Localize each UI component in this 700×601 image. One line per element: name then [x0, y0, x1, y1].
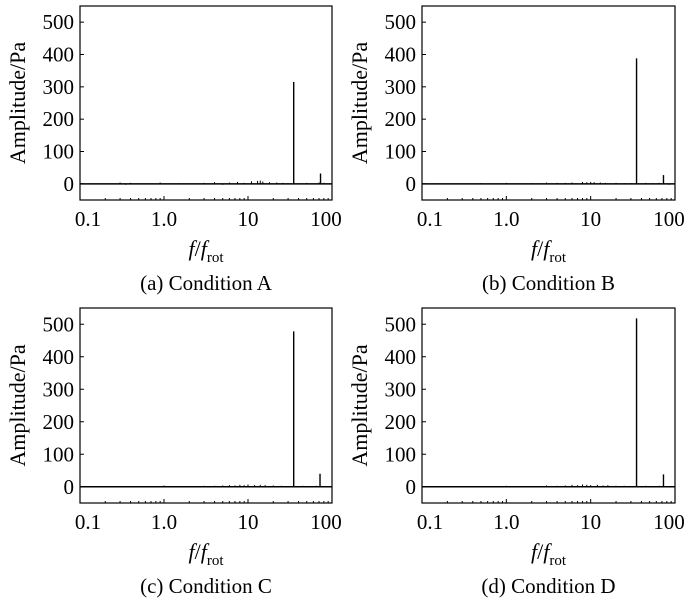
x-axis-title: f/frot: [188, 539, 224, 569]
x-tick-label: 1.0: [151, 510, 177, 534]
x-axis-title-numerator: f: [188, 539, 197, 564]
x-tick-label: 10: [238, 207, 259, 231]
x-tick-label: 0.1: [417, 510, 443, 534]
y-axis-title: Amplitude/Pa: [347, 42, 372, 164]
chart-panel-0: 0 100 200 300 400 500 0.1 1.0 10 100 Amplitude/Pa f…: [5, 5, 342, 295]
x-tick-label: 10: [238, 510, 259, 534]
y-tick-label: 500: [385, 312, 417, 336]
x-tick-label: 1.0: [493, 207, 519, 231]
x-axis-title: f/frot: [531, 236, 567, 266]
x-axis-title-slash: /: [195, 236, 202, 261]
x-tick-label: 0.1: [75, 510, 101, 534]
y-tick-label: 200: [385, 410, 417, 434]
y-tick-label: 0: [406, 172, 417, 196]
chart-panel-2: 0 100 200 300 400 500 0.1 1.0 10 100 Amplitude/Pa f…: [5, 307, 342, 598]
plot-frame: [421, 5, 676, 201]
y-tick-label: 300: [43, 377, 75, 401]
x-axis-title-subscript: rot: [207, 250, 224, 266]
x-axis-title: f/frot: [188, 236, 224, 266]
y-tick-label: 400: [43, 43, 75, 67]
x-tick-label: 100: [653, 207, 685, 231]
plot-frame: [79, 5, 333, 201]
x-tick-label: 100: [310, 510, 342, 534]
x-axis-title-denominator: f: [201, 539, 210, 564]
y-axis-title: Amplitude/Pa: [5, 344, 30, 466]
x-axis-title-denominator: f: [543, 539, 552, 564]
y-tick-label: 200: [43, 410, 75, 434]
y-tick-label: 300: [385, 377, 417, 401]
x-tick-label: 100: [310, 207, 342, 231]
y-tick-label: 100: [43, 442, 75, 466]
x-axis-title-subscript: rot: [549, 553, 566, 569]
y-tick-label: 400: [385, 345, 417, 369]
x-axis-title-slash: /: [195, 539, 202, 564]
y-tick-label: 0: [64, 172, 75, 196]
y-tick-label: 100: [385, 140, 417, 164]
y-axis-title: Amplitude/Pa: [5, 42, 30, 164]
chart-panel-1: 0 100 200 300 400 500 0.1 1.0 10 100 Amplitude/Pa f…: [347, 5, 685, 295]
x-axis-title-subscript: rot: [549, 250, 566, 266]
y-tick-label: 400: [385, 43, 417, 67]
y-tick-label: 0: [64, 475, 75, 499]
x-axis-title-numerator: f: [188, 236, 197, 261]
x-tick-label: 100: [653, 510, 685, 534]
y-tick-label: 0: [406, 475, 417, 499]
y-tick-label: 300: [43, 75, 75, 99]
x-tick-label: 0.1: [75, 207, 101, 231]
y-tick-label: 500: [43, 312, 75, 336]
x-axis-title-numerator: f: [531, 236, 540, 261]
x-axis-title-slash: /: [537, 236, 544, 261]
y-axis-title: Amplitude/Pa: [347, 344, 372, 466]
x-tick-label: 0.1: [417, 207, 443, 231]
y-tick-label: 200: [43, 107, 75, 131]
chart-panel-3: 0 100 200 300 400 500 0.1 1.0 10 100 Amplitude/Pa f…: [347, 307, 685, 598]
x-axis-title-denominator: f: [201, 236, 210, 261]
y-tick-label: 300: [385, 75, 417, 99]
x-axis-title-denominator: f: [543, 236, 552, 261]
panel-caption: (a) Condition A: [140, 271, 273, 295]
plot-frame: [421, 307, 676, 504]
plot-frame: [79, 307, 333, 504]
panel-caption: (b) Condition B: [482, 271, 615, 295]
x-tick-label: 1.0: [493, 510, 519, 534]
panel-caption: (d) Condition D: [481, 574, 615, 598]
x-axis-title-slash: /: [537, 539, 544, 564]
panel-caption: (c) Condition C: [140, 574, 272, 598]
x-axis-title-numerator: f: [531, 539, 540, 564]
y-tick-label: 100: [385, 442, 417, 466]
y-tick-label: 500: [43, 10, 75, 34]
y-tick-label: 100: [43, 140, 75, 164]
x-tick-label: 10: [580, 207, 601, 231]
x-axis-title: f/frot: [531, 539, 567, 569]
y-tick-label: 400: [43, 345, 75, 369]
y-tick-label: 200: [385, 107, 417, 131]
x-tick-label: 10: [580, 510, 601, 534]
x-axis-title-subscript: rot: [207, 553, 224, 569]
y-tick-label: 500: [385, 10, 417, 34]
x-tick-label: 1.0: [151, 207, 177, 231]
